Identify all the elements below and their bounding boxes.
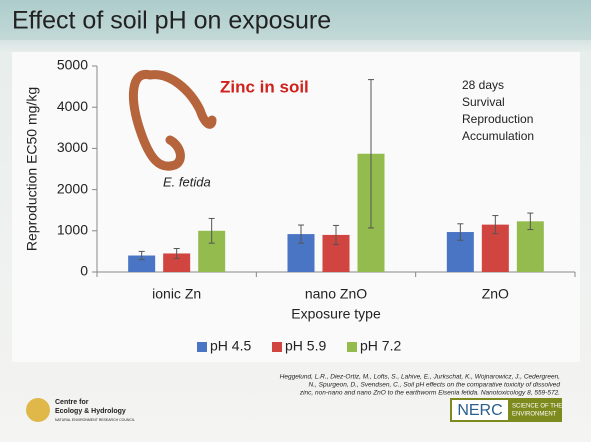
chart-panel [12, 52, 580, 362]
y-tick-label: 3000 [57, 139, 88, 155]
ceh-emblem [26, 398, 50, 422]
x-axis-label: Exposure type [291, 306, 381, 322]
error-bar [138, 250, 145, 261]
y-tick-label: 0 [80, 263, 88, 279]
banner [0, 0, 591, 40]
slide-title: Effect of soil pH on exposure [12, 7, 331, 35]
error-bar [492, 215, 499, 235]
annotation: Reproduction [462, 112, 533, 126]
bar [128, 255, 156, 272]
annotation: E. fetida [163, 174, 211, 189]
legend-swatch [347, 342, 357, 352]
annotation: Accumulation [462, 129, 534, 143]
annotation: Zinc in soil [220, 77, 309, 96]
legend-label: pH 4.5 [210, 338, 251, 354]
error-bar [298, 224, 304, 244]
y-axis-label: Reproduction EC50 mg/kg [24, 87, 40, 251]
bar [163, 253, 191, 272]
ceh-text: Centre for [55, 399, 89, 406]
nerc-tagline: SCIENCE OF THE [512, 404, 562, 410]
y-tick-label: 5000 [57, 57, 88, 73]
nerc-tagline: ENVIRONMENT [512, 412, 557, 418]
chart: 0 1000 2000 3000 4000 5000 Reproduction EC50 m… [24, 57, 576, 354]
annotation: Survival [462, 95, 505, 109]
legend-label: pH 7.2 [360, 338, 401, 354]
nerc-text: NERC [457, 402, 502, 419]
legend-swatch [197, 342, 207, 352]
nerc-inner [452, 400, 508, 420]
worm-illustration [128, 70, 217, 171]
ceh-text: Ecology & Hydrology [55, 408, 126, 415]
y-tick-label: 1000 [57, 222, 88, 238]
ceh-text: NATURAL ENVIRONMENT RESEARCH COUNCIL [55, 418, 135, 422]
reference: N., Spurgeon, D., Svendsen, C., Soil pH … [309, 382, 561, 389]
legend-swatch [272, 342, 282, 352]
x-tick-label: nano ZnO [305, 286, 367, 302]
ceh-logo: Centre for Ecology & Hydrology NATURAL E… [26, 398, 135, 422]
reference: Heggelund, L.R., Diez-Ortiz, M., Lofts, … [280, 374, 561, 381]
annotation: 28 days [462, 78, 504, 92]
y-tick-label: 4000 [57, 98, 88, 114]
x-tick-label: ionic Zn [152, 286, 201, 302]
x-tick-label: ZnO [482, 286, 509, 302]
error-bar [208, 217, 215, 244]
reference: zinc, non-nano and nano ZnO to the earth… [299, 390, 560, 397]
error-bar [527, 212, 534, 231]
nerc-logo: NERC SCIENCE OF THE ENVIRONMENT [450, 398, 562, 422]
y-tick-label: 2000 [57, 180, 88, 196]
error-bar [333, 224, 339, 245]
error-bar [457, 223, 464, 241]
legend-label: pH 5.9 [285, 338, 326, 354]
error-bar [368, 79, 374, 229]
error-bar [173, 248, 180, 259]
